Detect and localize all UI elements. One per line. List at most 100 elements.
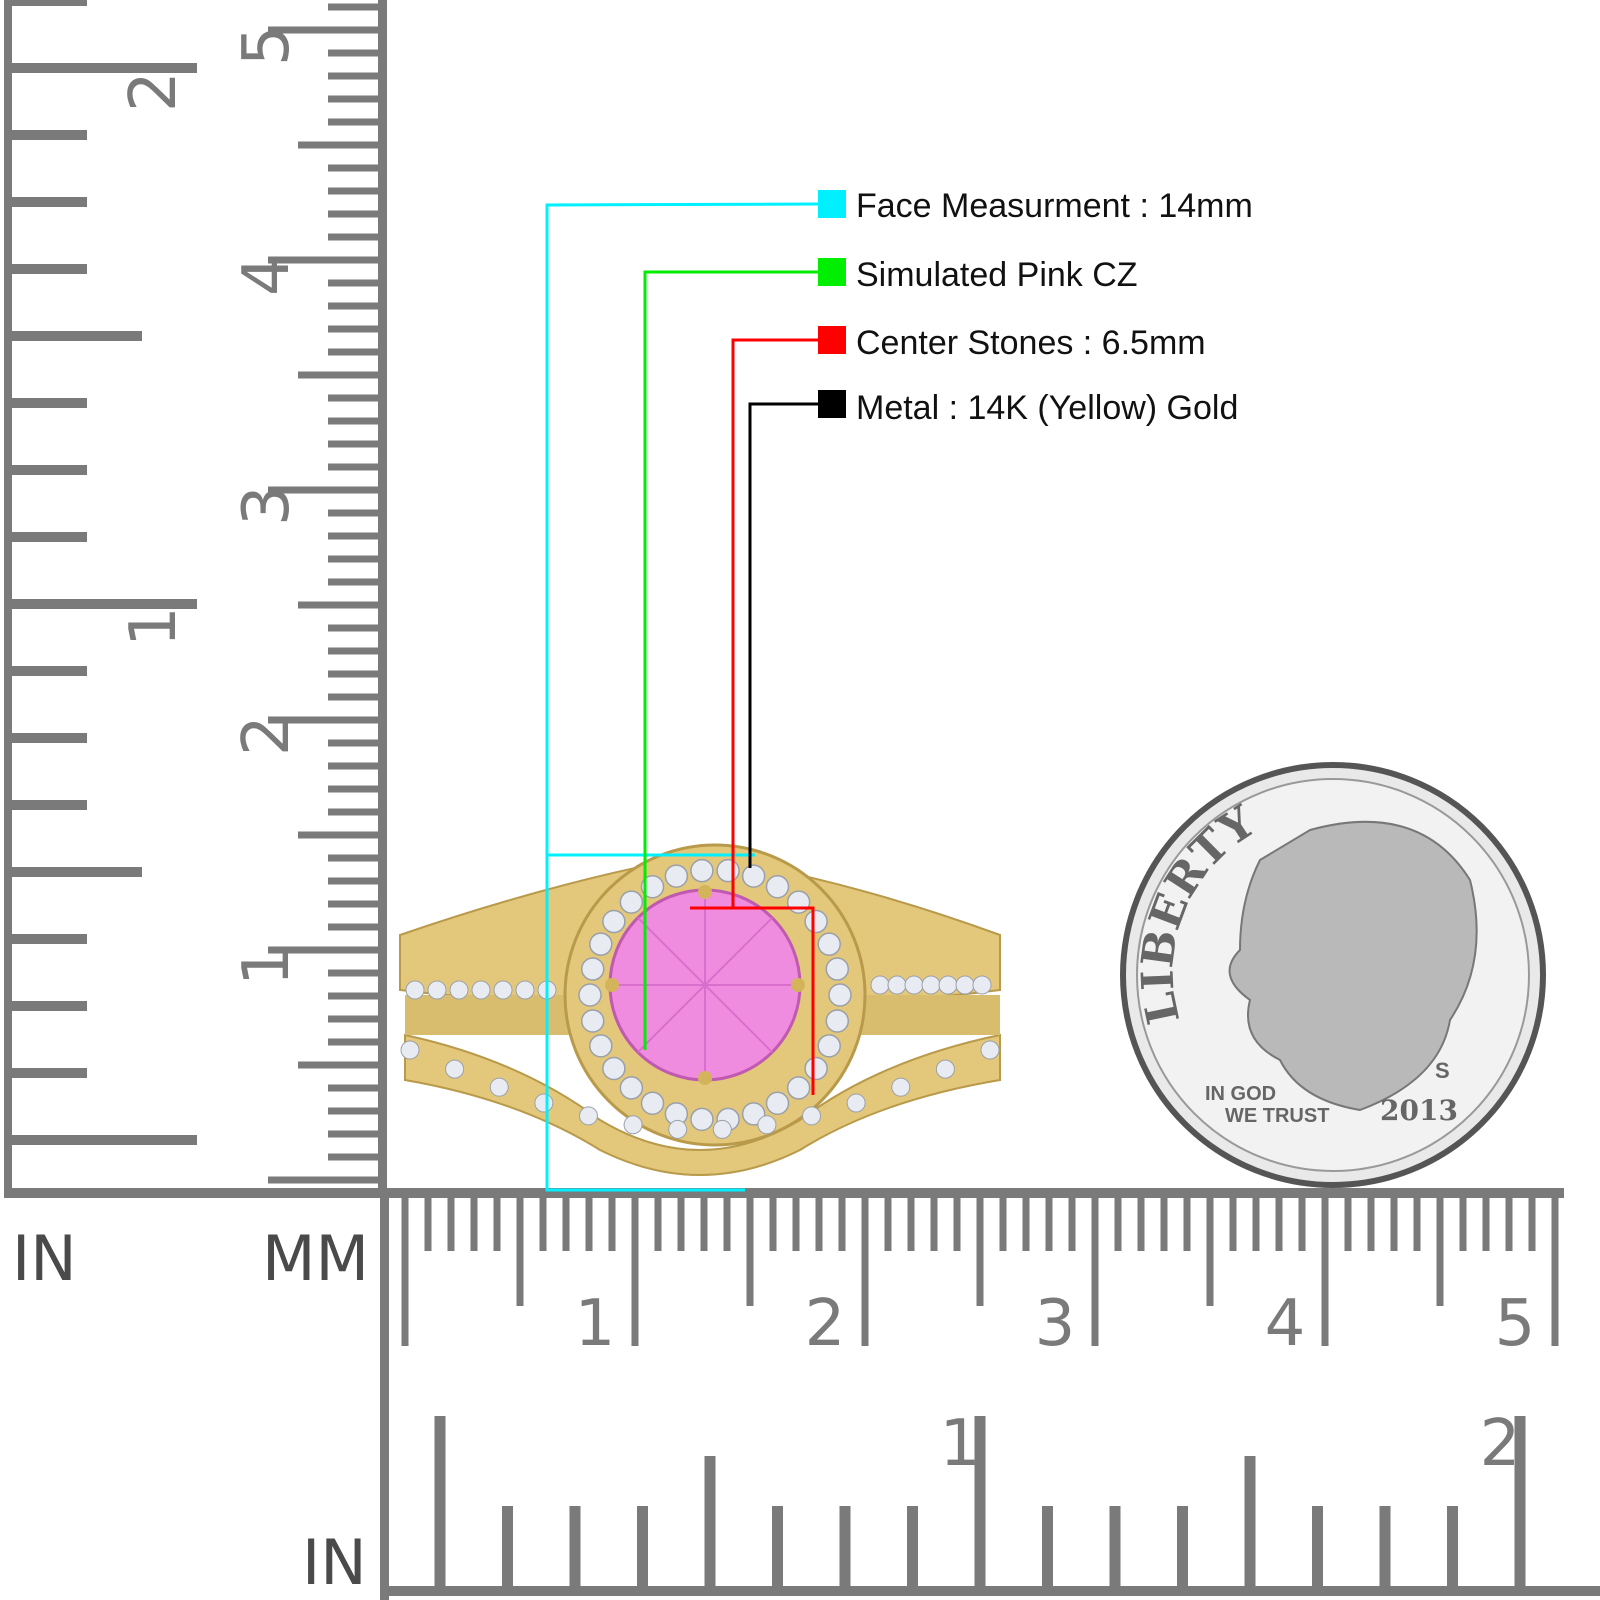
stone-facet <box>637 917 706 986</box>
prong <box>698 1071 712 1085</box>
label-stone-type: Simulated Pink CZ <box>856 256 1138 294</box>
band-diamond <box>891 1077 911 1097</box>
ruler-frame <box>378 0 387 1196</box>
prong <box>791 978 805 992</box>
halo-diamond <box>690 858 714 883</box>
halo-diamond <box>640 874 665 899</box>
side-diamond <box>972 975 992 995</box>
band-diamond <box>400 1040 420 1060</box>
coin-motto-line2: WE TRUST <box>1225 1105 1329 1127</box>
stone-facet <box>637 984 706 1053</box>
band-diamond <box>712 1119 732 1139</box>
prong <box>605 978 619 992</box>
leader-line <box>748 402 818 868</box>
band-diamond <box>935 1059 955 1079</box>
horizontal-inch-label: 1 <box>940 1407 981 1481</box>
halo-diamond <box>817 932 841 956</box>
band-diamond <box>489 1077 509 1097</box>
halo-diamond <box>765 874 790 899</box>
side-diamond <box>904 975 924 995</box>
halo-diamond <box>825 957 850 981</box>
halo-diamond <box>664 864 689 888</box>
halo-diamond <box>804 1056 828 1081</box>
halo-diamond <box>580 957 605 981</box>
side-diamond <box>938 975 958 995</box>
halo-diamond <box>619 1076 644 1100</box>
side-diamond <box>405 980 425 1000</box>
vertical-cm-label: 3 <box>230 485 304 526</box>
band-diamond <box>802 1106 822 1126</box>
band-diamond <box>445 1059 465 1079</box>
mm-unit-label: MM <box>262 1222 369 1295</box>
side-diamond <box>493 980 513 1000</box>
horizontal-inch-label: 2 <box>1480 1407 1521 1481</box>
band-diamond <box>757 1115 777 1135</box>
halo-diamond <box>786 1076 811 1100</box>
color-swatch <box>818 258 846 286</box>
side-diamond <box>449 980 469 1000</box>
label-center-stone: Center Stones : 6.5mm <box>856 324 1206 362</box>
halo-diamond <box>640 1091 665 1116</box>
coin-year: 2013 <box>1380 1094 1458 1127</box>
horizontal-cm-label: 5 <box>1495 1287 1536 1361</box>
coin-mint-mark: S <box>1435 1058 1450 1083</box>
color-swatch <box>818 390 846 418</box>
band-diamond <box>623 1115 643 1135</box>
halo-diamond <box>817 1034 841 1058</box>
band-diamond <box>668 1119 688 1139</box>
leader-lines <box>545 190 846 1192</box>
halo-diamond <box>580 1009 605 1033</box>
band-diamond <box>534 1093 554 1113</box>
halo-diamond <box>589 1034 613 1058</box>
ring-lower-band <box>404 1033 1001 1176</box>
label-face-measurement: Face Measurment : 14mm <box>856 187 1253 225</box>
side-diamond <box>471 980 491 1000</box>
color-swatch <box>818 190 846 218</box>
bottom-inch-unit-label: IN <box>302 1526 367 1599</box>
vertical-cm-label: 2 <box>230 715 304 756</box>
leader-line <box>690 338 818 1095</box>
leader-line <box>643 270 818 1050</box>
coin-motto-line1: IN GOD <box>1205 1083 1276 1105</box>
side-diamond <box>427 980 447 1000</box>
horizontal-cm-label: 4 <box>1265 1287 1306 1361</box>
side-diamond <box>921 975 941 995</box>
band-diamond <box>846 1093 866 1113</box>
vertical-cm-label: 1 <box>230 945 304 986</box>
halo-diamond <box>741 864 766 888</box>
stone-facet <box>704 917 773 986</box>
halo-diamond <box>804 909 828 934</box>
leader-line <box>545 202 819 1192</box>
ring-image <box>399 843 1001 1176</box>
halo-diamond <box>765 1091 790 1116</box>
band-diamond <box>980 1040 1000 1060</box>
side-diamond <box>870 975 890 995</box>
side-diamond <box>955 975 975 995</box>
side-diamond <box>887 975 907 995</box>
horizontal-cm-label: 1 <box>575 1287 616 1361</box>
halo-diamond <box>619 890 644 914</box>
halo-diamond <box>786 890 811 914</box>
halo-diamond <box>690 1107 714 1132</box>
color-swatch <box>818 326 846 354</box>
vertical-cm-label: 4 <box>230 255 304 296</box>
vertical-cm-label: 5 <box>230 25 304 66</box>
rulers: 1 2 3 4 5 1 2 1 2 3 4 5 1 2 <box>4 0 1600 1600</box>
vertical-inch-label: 2 <box>117 71 191 112</box>
halo-diamond <box>589 932 613 956</box>
ruler-frame <box>380 1586 1600 1596</box>
portrait-profile <box>1228 820 1478 1112</box>
side-diamond <box>515 980 535 1000</box>
halo-diamond <box>602 1056 626 1081</box>
halo-diamond <box>825 1009 850 1033</box>
stone-facet <box>704 984 773 1053</box>
horizontal-cm-label: 2 <box>805 1287 846 1361</box>
ruler-frame <box>380 1188 389 1600</box>
halo-diamond <box>578 983 602 1007</box>
band-diamond <box>578 1106 598 1126</box>
halo-diamond <box>716 858 740 883</box>
left-inch-unit-label: IN <box>12 1222 77 1295</box>
halo-diamond <box>828 983 852 1007</box>
